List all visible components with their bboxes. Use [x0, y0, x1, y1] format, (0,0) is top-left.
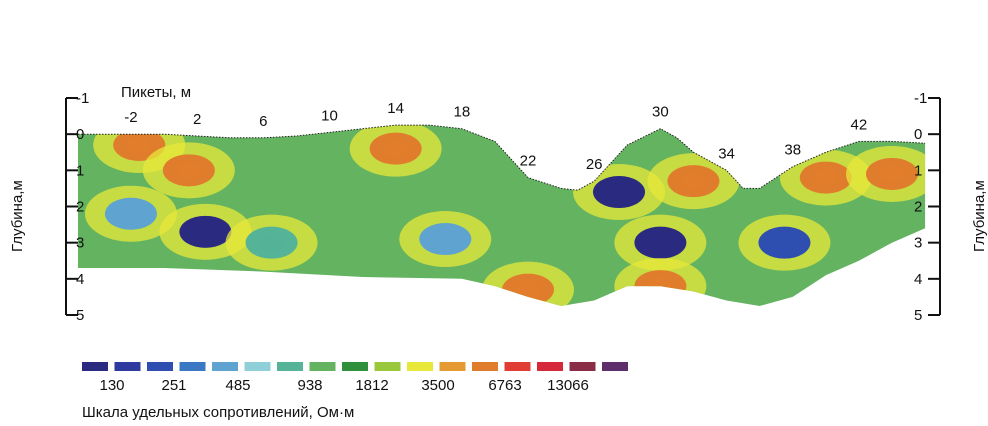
- depth-tick-label: -1: [76, 90, 89, 107]
- picket-tick-label: 22: [520, 153, 537, 170]
- picket-tick-label: 18: [453, 104, 470, 121]
- anomaly-center: [681, 172, 706, 191]
- depth-tick-label: 3: [914, 235, 922, 252]
- depth-tick-label: 5: [76, 307, 84, 324]
- anomaly-center: [879, 164, 904, 183]
- colorbar-swatch: [277, 362, 303, 371]
- colorbar-tick-label: 251: [161, 377, 186, 394]
- anomaly-center: [813, 168, 838, 187]
- colorbar-swatch: [374, 362, 401, 371]
- colorbar-swatch: [407, 362, 433, 371]
- colorbar-swatch: [504, 362, 531, 371]
- colorbar-tick-label: 6763: [488, 377, 521, 394]
- depth-tick-label: 1: [76, 162, 84, 179]
- picket-tick-label: 34: [718, 145, 735, 162]
- picket-tick-label: 10: [321, 107, 338, 124]
- colorbar-swatch: [472, 362, 498, 371]
- colorbar-swatch: [212, 362, 238, 371]
- right-depth-axis: -1 0 1 2 3 4 5: [914, 90, 941, 324]
- colorbar-swatch: [244, 362, 271, 371]
- colorbar-tick-label: 938: [297, 377, 322, 394]
- picket-tick-label: -2: [124, 109, 137, 126]
- depth-tick-label: 0: [76, 126, 84, 143]
- anomaly-center: [648, 233, 673, 252]
- picket-tick-label: 2: [193, 111, 201, 128]
- anomaly-center: [176, 161, 201, 180]
- colorbar-swatch: [602, 362, 628, 371]
- depth-tick-label: 5: [914, 307, 922, 324]
- colorbar-tick-label: 130: [99, 377, 124, 394]
- picket-tick-label: 30: [652, 104, 669, 121]
- anomaly-halo: [845, 258, 926, 306]
- colorbar: 130 251 485 938 1812 3500 6763 13066: [82, 362, 628, 394]
- anomaly-center: [127, 136, 152, 155]
- picket-tick-label: 14: [387, 100, 404, 117]
- anomaly-center: [259, 233, 284, 252]
- anomaly-center: [118, 204, 143, 223]
- anomaly-center: [607, 183, 632, 202]
- left-depth-axis: -1 0 1 2 3 4 5: [65, 90, 89, 324]
- surface-profile-line: [78, 124, 926, 191]
- depth-tick-label: 4: [76, 271, 84, 288]
- picket-tick-label: 6: [259, 113, 267, 130]
- colorbar-caption: Шкала удельных сопротивлений, Ом·м: [82, 404, 354, 421]
- picket-tick-label: 42: [851, 116, 868, 133]
- depth-tick-label: 0: [914, 126, 922, 143]
- anomaly-center: [648, 277, 673, 296]
- colorbar-tick-label: 485: [225, 377, 250, 394]
- anomaly-center: [772, 233, 797, 252]
- depth-tick-label: 2: [914, 199, 922, 216]
- colorbar-swatch: [569, 362, 596, 371]
- colorbar-swatch: [114, 362, 141, 371]
- anomaly-center: [193, 222, 218, 241]
- anomaly-center: [879, 277, 904, 296]
- colorbar-swatch: [179, 362, 206, 371]
- depth-tick-label: 3: [76, 235, 84, 252]
- anomaly-center: [383, 139, 408, 158]
- colorbar-swatch: [342, 362, 368, 371]
- depth-tick-label: 4: [914, 271, 922, 288]
- picket-tick-label: 26: [586, 156, 603, 173]
- colorbar-swatch: [537, 362, 563, 371]
- picket-axis-title: Пикеты, м: [121, 84, 191, 101]
- colorbar-tick-label: 1812: [355, 377, 388, 394]
- right-axis-title: Глубина,м: [971, 180, 988, 252]
- colorbar-swatch: [147, 362, 173, 371]
- anomaly-core: [865, 270, 918, 303]
- colorbar-swatch: [309, 362, 336, 371]
- depth-tick-label: 1: [914, 162, 922, 179]
- depth-tick-label: -1: [914, 90, 927, 107]
- left-axis-title: Глубина,м: [9, 180, 26, 252]
- picket-tick-label: 38: [784, 142, 801, 159]
- colorbar-swatch: [82, 362, 108, 371]
- colorbar-tick-label: 13066: [547, 377, 589, 394]
- colorbar-tick-label: 3500: [421, 377, 454, 394]
- colorbar-swatch: [439, 362, 466, 371]
- depth-tick-label: 2: [76, 199, 84, 216]
- anomaly-center: [433, 230, 458, 249]
- anomaly-center: [516, 280, 541, 299]
